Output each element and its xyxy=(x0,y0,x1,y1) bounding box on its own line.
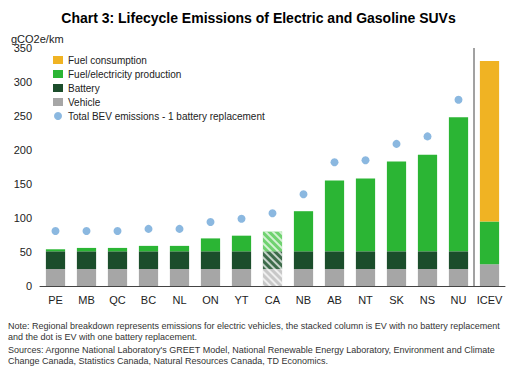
svg-text:CA: CA xyxy=(265,294,281,306)
svg-text:PE: PE xyxy=(48,294,63,306)
svg-text:50: 50 xyxy=(20,246,32,258)
svg-text:NU: NU xyxy=(451,294,467,306)
svg-text:QC: QC xyxy=(109,294,126,306)
svg-text:350: 350 xyxy=(13,42,32,54)
svg-text:NS: NS xyxy=(420,294,435,306)
svg-text:BC: BC xyxy=(141,294,156,306)
svg-text:Note: Regional breakdown repre: Note: Regional breakdown represents emis… xyxy=(8,321,502,331)
svg-text:200: 200 xyxy=(14,144,32,156)
svg-text:Change Canada, Statistics Cana: Change Canada, Statistics Canada, Natura… xyxy=(8,356,328,366)
svg-text:ON: ON xyxy=(202,294,219,306)
svg-text:NL: NL xyxy=(172,294,186,306)
svg-text:250: 250 xyxy=(14,110,32,122)
svg-text:Sources: Argonne National Labo: Sources: Argonne National Laboratory's G… xyxy=(8,345,497,355)
svg-text:Vehicle: Vehicle xyxy=(68,97,101,108)
svg-text:Fuel/electricity production: Fuel/electricity production xyxy=(68,69,181,80)
svg-text:0: 0 xyxy=(26,280,32,292)
svg-text:NT: NT xyxy=(358,294,373,306)
svg-text:Battery: Battery xyxy=(68,83,100,94)
svg-text:Total BEV emissions - 1 batter: Total BEV emissions - 1 battery replacem… xyxy=(68,111,265,122)
svg-text:SK: SK xyxy=(389,294,404,306)
svg-text:and the dot is EV with one bat: and the dot is EV with one battery repla… xyxy=(8,332,197,342)
svg-text:100: 100 xyxy=(14,212,32,224)
svg-text:Fuel consumption: Fuel consumption xyxy=(68,55,147,66)
svg-text:NB: NB xyxy=(296,294,311,306)
svg-text:MB: MB xyxy=(78,294,95,306)
svg-text:YT: YT xyxy=(234,294,248,306)
svg-text:Chart 3: Lifecycle Emissions o: Chart 3: Lifecycle Emissions of Electric… xyxy=(61,10,456,26)
svg-text:AB: AB xyxy=(327,294,342,306)
svg-text:300: 300 xyxy=(14,76,32,88)
svg-text:150: 150 xyxy=(14,178,32,190)
svg-text:ICEV: ICEV xyxy=(477,294,503,306)
svg-text:gCO2e/km: gCO2e/km xyxy=(11,33,64,45)
